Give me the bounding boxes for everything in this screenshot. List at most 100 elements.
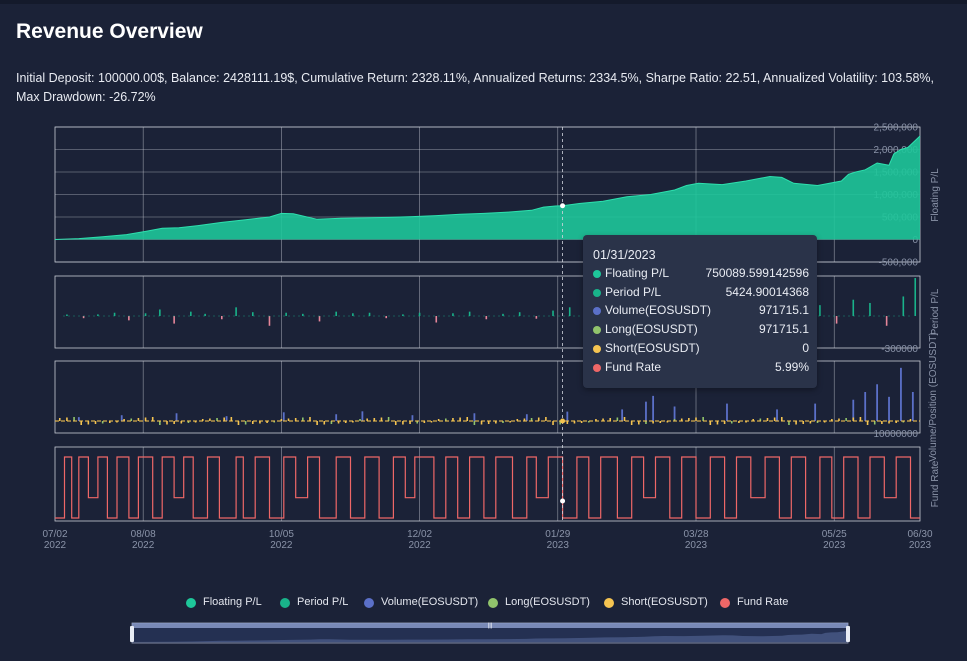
position-bar — [888, 421, 890, 424]
tooltip-value: 971715.1 — [758, 303, 809, 318]
position-bar — [845, 418, 847, 421]
position-bar — [609, 418, 612, 421]
legend-label: Short(EOSUSDT) — [621, 596, 708, 608]
position-bar — [166, 421, 168, 425]
tooltip-value: 5424.90014368 — [725, 284, 809, 299]
period-pl-bar — [435, 316, 438, 323]
position-bar — [123, 419, 125, 421]
position-bar — [802, 421, 805, 424]
slider-handle-left[interactable] — [130, 626, 134, 642]
y-tick-label: -300000 — [881, 344, 918, 355]
y-tick-label: -500,000 — [879, 258, 919, 269]
volume-bar — [411, 415, 414, 421]
period-pl-bar — [128, 316, 130, 321]
position-bar — [137, 418, 140, 421]
period-pl-bar — [452, 313, 454, 316]
period-pl-bar — [852, 299, 855, 316]
period-pl-bar — [251, 312, 254, 316]
slider-preview-area — [133, 631, 847, 642]
volume-bar — [652, 395, 655, 421]
position-bar — [330, 421, 333, 424]
volume-bar — [900, 367, 902, 421]
position-bar — [273, 421, 276, 423]
volume-bar — [225, 416, 228, 421]
volume-bar — [120, 415, 123, 421]
stats-summary: Initial Deposit: 100000.00$, Balance: 24… — [16, 71, 934, 104]
position-bar — [716, 421, 719, 425]
position-bar — [780, 417, 783, 421]
position-bar — [309, 417, 311, 421]
period-pl-bar — [268, 316, 271, 326]
period-pl-bar — [869, 302, 871, 316]
tooltip-label: Short(EOSUSDT) — [605, 340, 700, 355]
tooltip-dot — [593, 326, 601, 335]
position-bar — [530, 418, 533, 421]
position-bar — [266, 421, 268, 423]
position-bar — [516, 419, 519, 421]
tooltip-label: Floating P/L — [605, 266, 670, 280]
position-bar — [659, 421, 662, 423]
position-bar — [94, 421, 97, 424]
panel-frame-volume — [54, 360, 921, 434]
position-bar — [237, 421, 240, 425]
position-bar — [201, 419, 204, 421]
legend-dot — [364, 598, 374, 608]
position-bar — [788, 421, 790, 425]
position-bar — [466, 417, 469, 421]
slider-grip-icon[interactable]: ||| — [488, 623, 493, 629]
position-bar — [58, 418, 61, 421]
position-bar — [816, 421, 819, 423]
position-bar — [194, 421, 197, 423]
position-bar — [752, 419, 754, 421]
legend-dot — [280, 598, 290, 608]
position-bar — [344, 421, 347, 423]
period-pl-bar — [485, 316, 488, 320]
position-bar — [216, 418, 218, 421]
period-pl-bar — [221, 316, 223, 320]
period-pl-bar — [285, 312, 287, 316]
period-pl-bar — [66, 314, 68, 316]
period-pl-bar — [468, 311, 471, 316]
chart-tooltip: 01/31/2023 Floating P/L 750089.599142596 P… — [583, 235, 817, 388]
position-bar — [602, 418, 604, 421]
position-bar — [852, 417, 855, 421]
position-bar — [638, 421, 640, 425]
tooltip-dot — [593, 344, 601, 353]
y-axis-name: Floating P/L — [930, 168, 941, 222]
tooltip-row: Volume(EOSUSDT) 971715.1 — [593, 302, 809, 320]
slider-top-bar — [132, 623, 848, 628]
x-tick-label: 05/25 — [822, 529, 847, 540]
position-bar — [616, 417, 619, 421]
period-pl-bar — [173, 316, 175, 324]
chart-legend[interactable]: Floating P/L Period P/L Volume(EOSUSDT) Lon… — [0, 595, 967, 613]
position-bar — [688, 418, 690, 421]
period-pl-bar — [535, 316, 538, 319]
position-bar — [552, 421, 554, 425]
volume-bar — [888, 396, 890, 421]
tooltip-value: 5.99% — [774, 359, 809, 374]
volume-bar — [77, 417, 80, 421]
datazoom-slider[interactable]: ||| — [130, 622, 850, 644]
position-bar — [287, 418, 290, 421]
x-tick-label: 12/02 — [407, 529, 432, 540]
tooltip-label: Period P/L — [605, 284, 662, 299]
position-bar — [895, 421, 897, 423]
volume-bar — [335, 414, 338, 421]
legend-dot — [186, 598, 196, 608]
position-bar — [545, 417, 547, 421]
position-bar — [409, 421, 411, 424]
period-pl-bar — [368, 312, 371, 316]
position-bar — [509, 421, 511, 423]
legend-dot — [720, 598, 730, 608]
slider-handle-right[interactable] — [846, 626, 850, 642]
position-bar — [352, 421, 354, 423]
position-bar — [459, 417, 461, 421]
period-pl-bar — [902, 296, 905, 316]
legend-dot — [488, 598, 498, 608]
position-bar — [144, 417, 147, 421]
tooltip-value: 0 — [802, 340, 809, 355]
position-bar — [366, 418, 368, 421]
position-bar — [259, 421, 261, 424]
period-pl-bar — [97, 314, 99, 316]
